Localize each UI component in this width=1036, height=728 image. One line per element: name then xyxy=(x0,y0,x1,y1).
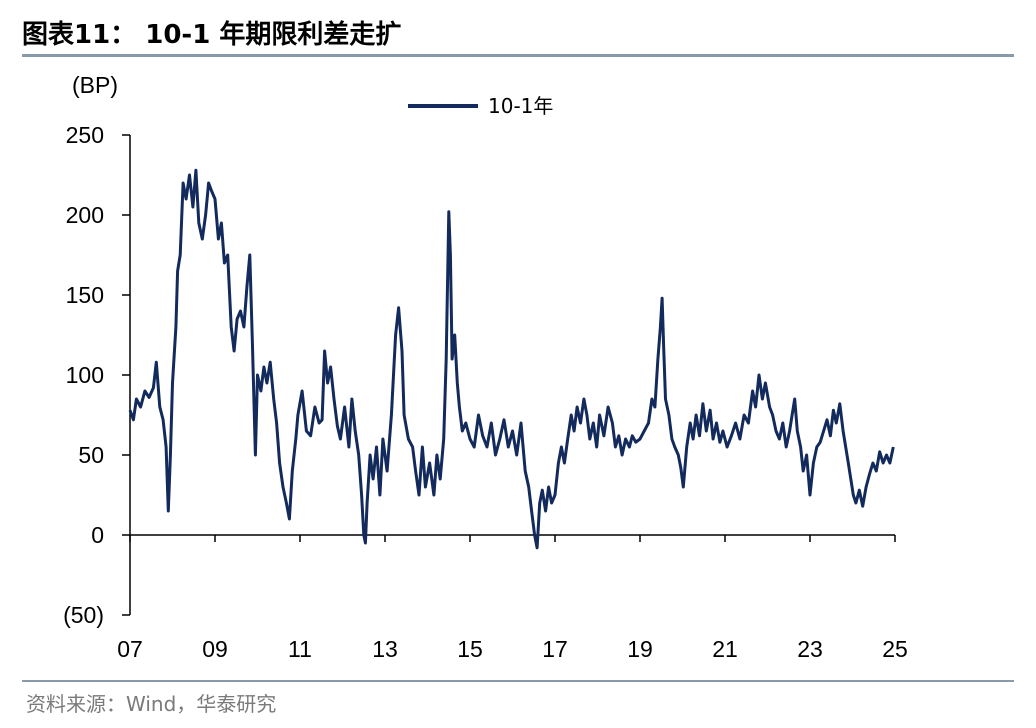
chart-title: 图表11： 10-1 年期限利差走扩 xyxy=(22,20,402,50)
y-tick-label: 100 xyxy=(66,362,104,388)
y-tick-label: 50 xyxy=(78,442,104,468)
legend: 10-1年 xyxy=(408,94,553,118)
y-tick-label: 150 xyxy=(66,282,104,308)
x-tick-label: 23 xyxy=(797,636,823,662)
series-line-10-1 xyxy=(128,168,895,550)
legend-label: 10-1年 xyxy=(488,94,553,118)
y-tick-label: 250 xyxy=(66,122,104,148)
source-note: 资料来源：Wind，华泰研究 xyxy=(26,692,277,716)
x-tick-label: 19 xyxy=(627,636,653,662)
line-chart: (BP) 10-1年 (50) 0 50 100 150 200 250 07 09 11 13 1… xyxy=(63,72,908,662)
y-axis: (50) 0 50 100 150 200 250 xyxy=(63,122,131,628)
x-tick-label: 17 xyxy=(542,636,568,662)
x-axis: 07 09 11 13 15 17 19 21 23 25 xyxy=(117,534,908,662)
x-tick-label: 25 xyxy=(882,636,908,662)
x-tick-label: 07 xyxy=(117,636,143,662)
y-unit-label: (BP) xyxy=(72,72,118,98)
x-tick-label: 15 xyxy=(457,636,483,662)
x-tick-label: 11 xyxy=(288,636,312,662)
x-tick-label: 21 xyxy=(712,636,738,662)
y-tick-label: 200 xyxy=(66,202,104,228)
y-tick-label: (50) xyxy=(63,602,104,628)
x-tick-label: 09 xyxy=(202,636,228,662)
y-tick-label: 0 xyxy=(91,522,104,548)
title-bar: 图表11： 10-1 年期限利差走扩 xyxy=(22,8,1014,57)
x-tick-label: 13 xyxy=(372,636,398,662)
source-divider xyxy=(22,680,1014,682)
